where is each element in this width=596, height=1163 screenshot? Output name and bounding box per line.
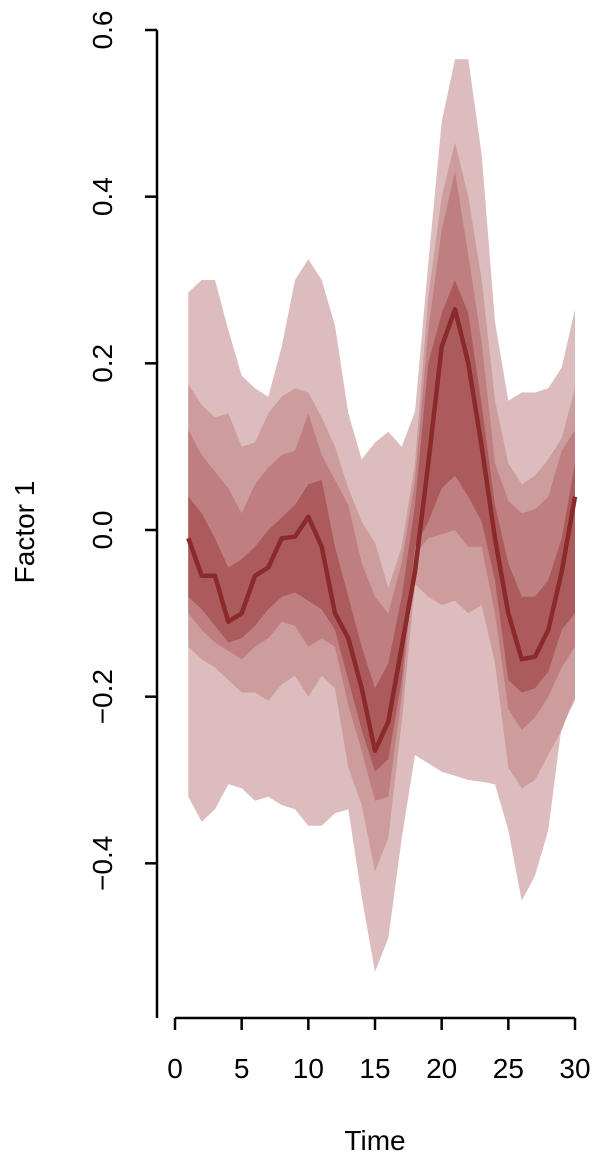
- y-tick-label: −0.4: [87, 836, 118, 891]
- x-tick-label: 20: [426, 1053, 457, 1084]
- y-tick-label: 0.4: [87, 177, 118, 216]
- y-axis: −0.4 −0.2 0.0 0.2 0.4 0.6: [87, 11, 159, 1018]
- x-axis: 0 5 10 15 20 25 30: [167, 1016, 591, 1084]
- x-tick-label: 0: [167, 1053, 183, 1084]
- y-tick-label: 0.2: [87, 344, 118, 383]
- median-line-layer: [186, 306, 578, 754]
- y-tick-label: −0.2: [87, 669, 118, 724]
- x-tick-label: 30: [559, 1053, 590, 1084]
- x-tick-label: 15: [359, 1053, 390, 1084]
- confidence-bands: [188, 59, 576, 972]
- median-line: [186, 306, 578, 754]
- x-tick-label: 25: [493, 1053, 524, 1084]
- x-tick-label: 5: [234, 1053, 250, 1084]
- x-tick-label: 10: [293, 1053, 324, 1084]
- y-axis-title: Factor 1: [9, 481, 40, 584]
- band-fourth: [188, 280, 576, 772]
- x-axis-title: Time: [344, 1125, 405, 1156]
- band-third: [188, 171, 576, 801]
- y-tick-label: 0.6: [87, 11, 118, 50]
- y-tick-label: 0.0: [87, 511, 118, 550]
